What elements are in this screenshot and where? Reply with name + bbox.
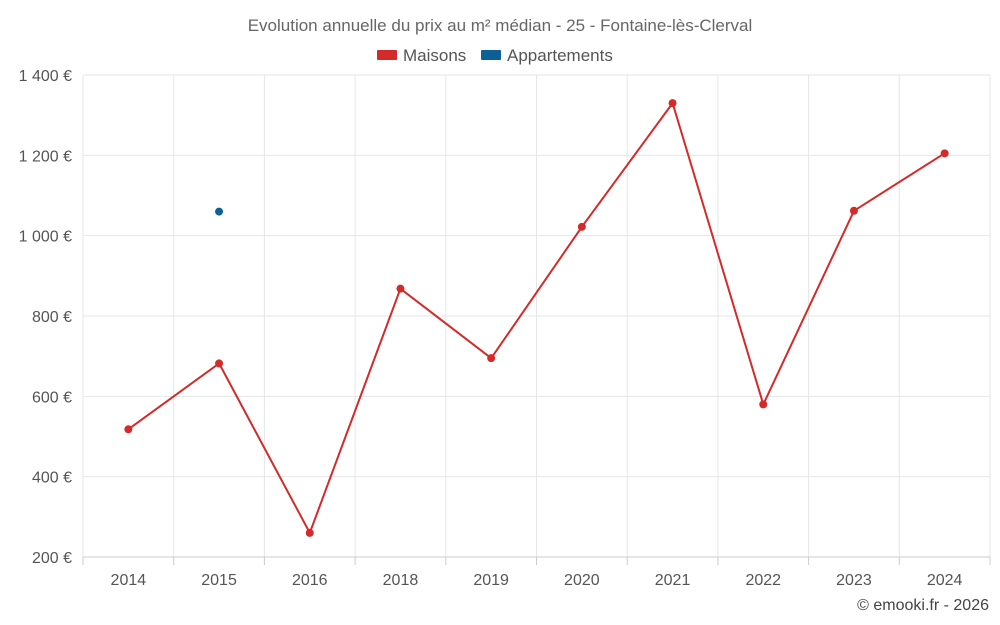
x-tick-label: 2024: [927, 572, 963, 589]
x-tick-label: 2020: [564, 572, 600, 589]
y-tick-label: 600 €: [32, 389, 72, 406]
legend-swatch-maisons: [377, 50, 397, 60]
x-tick-label: 2022: [745, 572, 781, 589]
x-tick-label: 2021: [655, 572, 691, 589]
y-tick-label: 1 400 €: [19, 68, 72, 85]
x-tick-label: 2016: [292, 572, 328, 589]
data-point-maisons[interactable]: [124, 425, 133, 434]
x-tick-label: 2014: [111, 572, 147, 589]
x-axis-ticks: 2014 2015 2016 2018 2019 2020 2021 2022 2023 2024: [82, 557, 991, 589]
legend-label-maisons: Maisons: [403, 46, 466, 65]
series-points: [124, 99, 949, 537]
data-point-maisons[interactable]: [305, 528, 314, 537]
y-tick-label: 200 €: [32, 550, 72, 567]
legend: Maisons Appartements: [377, 46, 613, 65]
y-tick-label: 1 000 €: [19, 229, 72, 246]
x-tick-label: 2019: [473, 572, 509, 589]
data-point-maisons[interactable]: [759, 400, 768, 409]
legend-item-appartements[interactable]: Appartements: [481, 46, 613, 65]
data-point-appartements[interactable]: [215, 207, 224, 216]
credit-text: © emooki.fr - 2026: [857, 597, 989, 614]
y-tick-label: 800 €: [32, 309, 72, 326]
data-point-maisons[interactable]: [849, 206, 858, 215]
y-axis-ticks: 200 € 400 € 600 € 800 € 1 000 € 1 200 € 1 400 …: [19, 68, 72, 567]
x-tick-label: 2018: [383, 572, 419, 589]
legend-item-maisons[interactable]: Maisons: [377, 46, 466, 65]
data-point-maisons[interactable]: [487, 354, 496, 363]
legend-label-appartements: Appartements: [507, 46, 613, 65]
chart-title: Evolution annuelle du prix au m² médian …: [248, 16, 753, 35]
data-point-maisons[interactable]: [940, 149, 949, 158]
series-lines: [127, 102, 946, 534]
data-point-maisons[interactable]: [215, 359, 224, 368]
series-line-maisons: [127, 102, 946, 534]
y-tick-label: 400 €: [32, 470, 72, 487]
data-point-maisons[interactable]: [668, 99, 677, 108]
x-tick-label: 2015: [201, 572, 237, 589]
data-point-maisons[interactable]: [396, 284, 405, 293]
data-point-maisons[interactable]: [577, 222, 586, 231]
y-tick-label: 1 200 €: [19, 148, 72, 165]
x-tick-label: 2023: [836, 572, 872, 589]
legend-swatch-appartements: [481, 50, 501, 60]
